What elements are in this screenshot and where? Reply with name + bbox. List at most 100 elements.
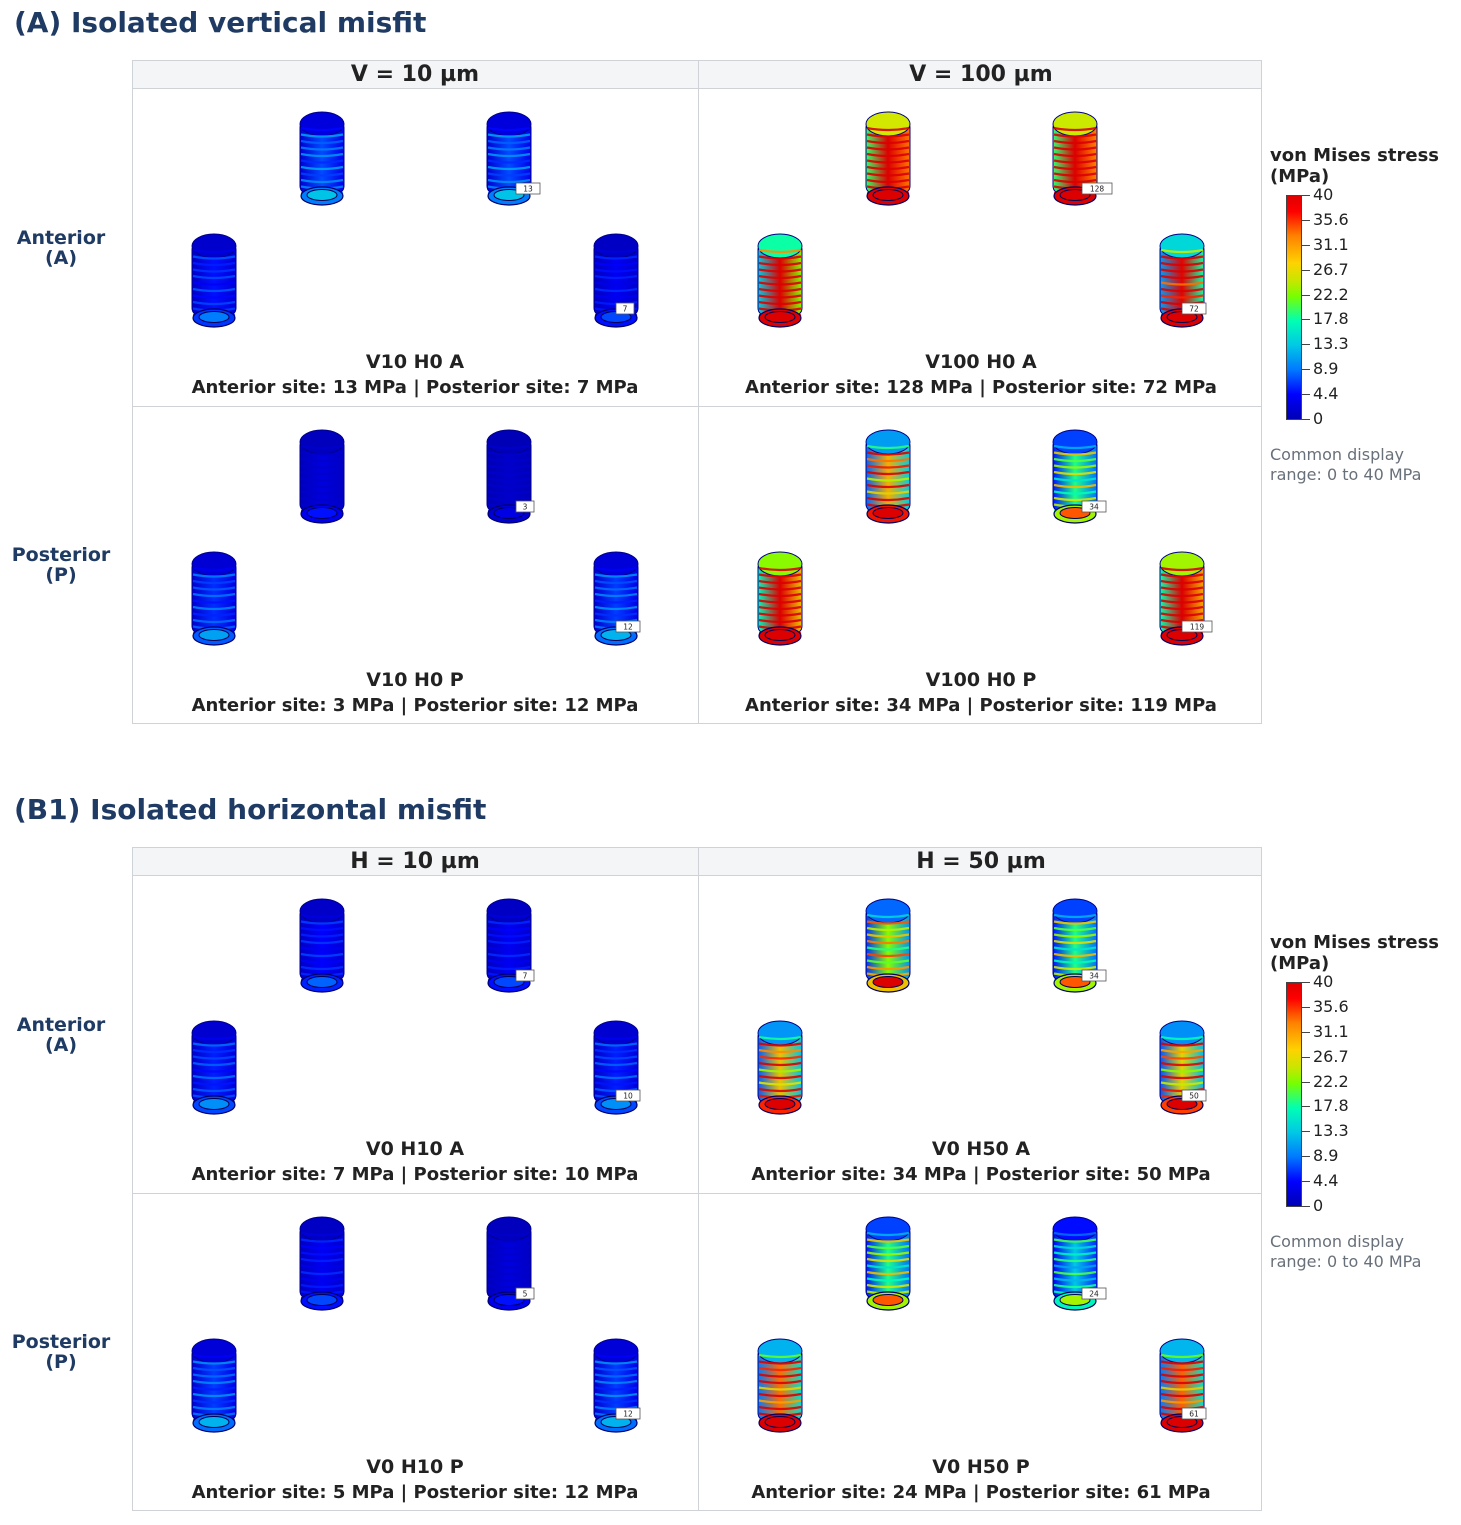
- implant-thread: [758, 1353, 802, 1359]
- implant-thread: [758, 566, 802, 572]
- implant-thread: [192, 300, 236, 306]
- implant-thread: [594, 281, 638, 286]
- implant-thread: [594, 1035, 638, 1041]
- implant-thread: [594, 1074, 638, 1080]
- column-header: V = 100 µm: [909, 62, 1053, 87]
- cell-title: V100 H0 P: [925, 669, 1037, 691]
- implant-thread: [1160, 1373, 1204, 1378]
- site-tag-label: 13: [523, 185, 533, 194]
- colorbar-tick-label: 8.9: [1313, 359, 1339, 379]
- implant-thread: [192, 1379, 236, 1385]
- colorbar-title-line: von Mises stress: [1270, 932, 1439, 953]
- implant-thread: [487, 1244, 531, 1250]
- stress-cell: 34 50 V0 H50 A Anterior site: 34 MPa | Po…: [699, 876, 1263, 1192]
- implant-bore: [198, 629, 230, 641]
- row-label-line: (P): [45, 1351, 77, 1373]
- implant-thread: [487, 926, 531, 932]
- implant: [593, 1338, 639, 1433]
- implant-thread: [300, 1244, 344, 1250]
- colorbar-tick-label: 22.2: [1313, 1071, 1349, 1091]
- implant-thread: [192, 1386, 236, 1391]
- implant-thread: [758, 274, 802, 280]
- implant-thread: [487, 1251, 531, 1256]
- site-tag-label: 5: [523, 1290, 528, 1299]
- implant-thread: [1053, 451, 1097, 456]
- implant-thread: [1053, 1251, 1097, 1256]
- implant-bore: [306, 976, 338, 988]
- cell-subtitle: Anterior site: 13 MPa | Posterior site: …: [191, 377, 639, 398]
- site-tag-box: [615, 302, 635, 315]
- implant-thread: [1053, 1231, 1097, 1237]
- colorbar-tick-label: 17.8: [1313, 309, 1349, 329]
- implant-dome: [486, 1216, 532, 1242]
- colorbar-note-line: range: 0 to 40 MPa: [1270, 465, 1422, 484]
- implant: [1159, 1338, 1205, 1433]
- implant-bore: [198, 311, 230, 323]
- implant-thread: [1160, 1068, 1204, 1073]
- implant-thread: [300, 178, 344, 184]
- implant-thread: [192, 1061, 236, 1067]
- implant-thread: [487, 1270, 531, 1276]
- implant-thread: [758, 618, 802, 624]
- implant-thread: [192, 566, 236, 572]
- colorbar-tick: [1302, 294, 1310, 296]
- implant-thread: [758, 612, 802, 617]
- implant-thread: [594, 274, 638, 280]
- site-tag-box: [1081, 1287, 1107, 1300]
- colorbar-title-line: (MPa): [1270, 953, 1330, 974]
- colorbar-tick-label: 31.1: [1313, 1021, 1349, 1041]
- implant-thread: [300, 457, 344, 463]
- implant-thread: [594, 1048, 638, 1054]
- implant-thread: [758, 1392, 802, 1398]
- cell-subtitle: Anterior site: 3 MPa | Posterior site: 1…: [191, 695, 639, 716]
- site-tag-box: [515, 182, 541, 195]
- site-tag-box: [1181, 302, 1207, 315]
- implant-thread: [866, 1244, 910, 1250]
- implant-thread: [758, 261, 802, 267]
- implant-thread: [1160, 281, 1204, 286]
- implant-thread: [866, 939, 910, 945]
- implant-render: 34 50: [757, 898, 1207, 1115]
- implant-thread: [300, 1283, 344, 1289]
- implant-thread: [300, 1231, 344, 1237]
- implant-dome: [593, 1338, 639, 1364]
- figure-grid-b1: H = 10 µm H = 50 µm 7 10 V0 H10 A Anterio…: [132, 847, 1262, 1511]
- implant-dome: [1052, 1216, 1098, 1242]
- implant-thread: [1053, 933, 1097, 938]
- site-tag-box: [1081, 969, 1107, 982]
- implant-thread: [300, 159, 344, 164]
- implant: [191, 233, 237, 328]
- implant-thread: [1053, 939, 1097, 945]
- implant-thread: [1053, 159, 1097, 164]
- implant-thread: [594, 1392, 638, 1398]
- cell-subtitle: Anterior site: 5 MPa | Posterior site: 1…: [191, 1482, 639, 1503]
- implant-thread: [758, 1379, 802, 1385]
- colorbar-tick-label: 13.3: [1313, 334, 1349, 354]
- implant-thread: [594, 1353, 638, 1359]
- site-tag-label: 10: [623, 1092, 633, 1101]
- implant: [191, 1338, 237, 1433]
- implant-thread: [866, 152, 910, 158]
- colorbar-tick-label: 8.9: [1313, 1146, 1339, 1166]
- implant-thread: [866, 483, 910, 489]
- cell-subtitle: Anterior site: 7 MPa | Posterior site: 1…: [191, 1164, 639, 1185]
- implant-thread: [1160, 1399, 1204, 1404]
- implant-thread: [1053, 1277, 1097, 1282]
- implant-thread: [758, 255, 802, 260]
- implant-thread: [758, 586, 802, 591]
- colorbar-tick: [1302, 1131, 1310, 1133]
- colorbar-tick-label: 35.6: [1313, 209, 1349, 229]
- colorbar-tick-label: 13.3: [1313, 1121, 1349, 1141]
- implant-thread: [866, 1251, 910, 1256]
- figure-grid-a: V = 10 µm V = 100 µm 13 7 V10 H0 A Anteri…: [132, 60, 1262, 724]
- implant-thread: [1160, 605, 1204, 611]
- implant-thread: [594, 1379, 638, 1385]
- implant-thread: [1053, 1264, 1097, 1269]
- implant-bore: [306, 189, 338, 201]
- implant-thread: [758, 1366, 802, 1372]
- site-tag-label: 12: [623, 623, 633, 632]
- implant-thread: [866, 933, 910, 938]
- implant-thread: [866, 1277, 910, 1282]
- implant-thread: [487, 477, 531, 482]
- implant-thread: [487, 1257, 531, 1263]
